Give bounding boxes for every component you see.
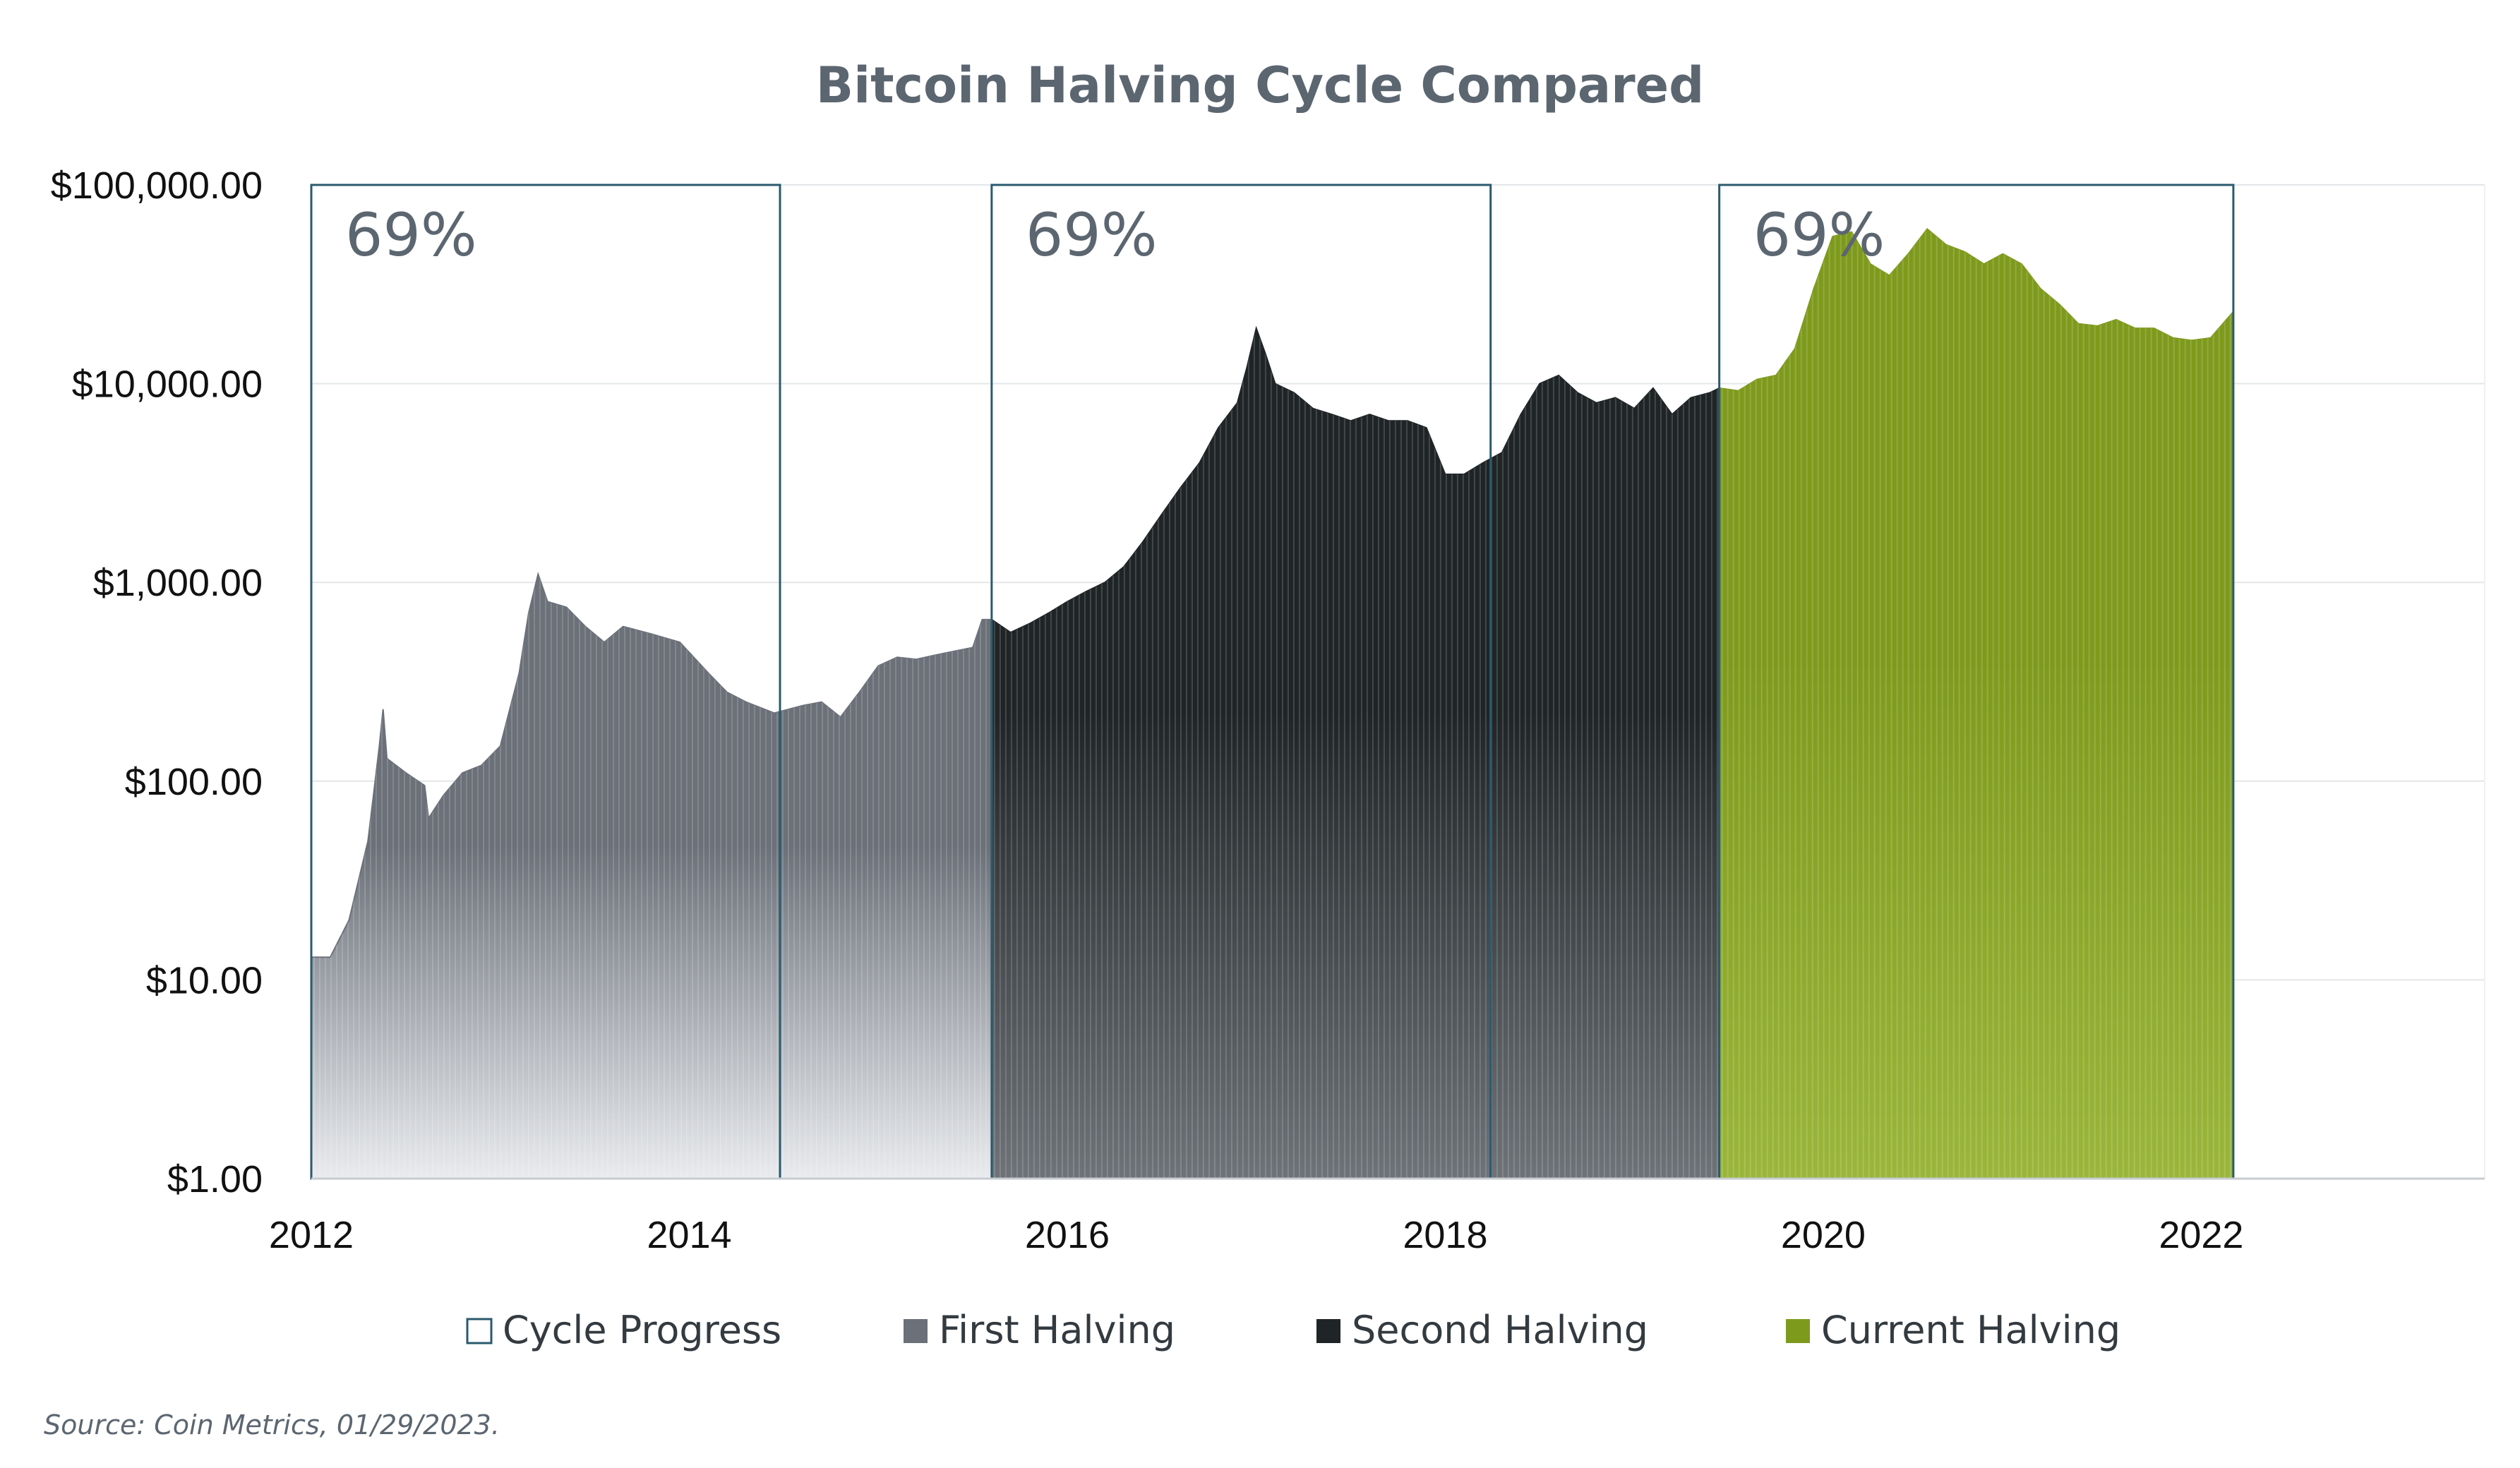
y-tick-label: $1,000.00 xyxy=(93,562,263,604)
y-tick-label: $10.00 xyxy=(146,959,263,1001)
axes: $1.00 $10.00 $100.00 $1,000.00 $10,000.00 $10… xyxy=(51,164,2485,1256)
cycle-progress-label: 69% xyxy=(1753,200,1885,270)
x-tick-label: 2016 xyxy=(1025,1214,1110,1256)
cycle-progress-label: 69% xyxy=(345,200,477,270)
y-tick-label: $1.00 xyxy=(167,1158,263,1201)
legend-label: First Halving xyxy=(939,1308,1175,1352)
x-tick-label: 2022 xyxy=(2159,1214,2243,1256)
legend-swatch xyxy=(904,1319,928,1343)
legend: Cycle Progress First Halving Second Halvin… xyxy=(466,1308,2120,1352)
x-tick-label: 2012 xyxy=(269,1214,354,1256)
x-tick-label: 2018 xyxy=(1403,1214,1487,1256)
legend-swatch xyxy=(1316,1319,1340,1343)
area-texture xyxy=(1721,229,2231,1179)
cycle-progress-boxes: 69% 69% 69% xyxy=(310,184,2235,1180)
cycle-progress-label: 69% xyxy=(1026,200,1158,270)
x-tick-label: 2014 xyxy=(647,1214,731,1256)
chart-title: Bitcoin Halving Cycle Compared xyxy=(816,56,1705,114)
x-tick-label: 2020 xyxy=(1781,1214,1866,1256)
y-tick-label: $10,000.00 xyxy=(72,363,263,406)
y-tick-label: $100.00 xyxy=(125,761,263,803)
legend-label: Current Halving xyxy=(1821,1308,2120,1352)
area-texture xyxy=(993,328,1718,1179)
legend-swatch xyxy=(466,1318,493,1344)
legend-swatch xyxy=(1786,1319,1810,1343)
area-first-halving xyxy=(311,571,992,1179)
source-note: Source: Coin Metrics, 01/29/2023. xyxy=(44,1409,500,1440)
y-tick-label: $100,000.00 xyxy=(51,164,263,207)
legend-label: Second Halving xyxy=(1352,1308,1648,1352)
area-current-halving xyxy=(1718,228,2234,1179)
series-areas xyxy=(311,228,2234,1179)
legend-label: Cycle Progress xyxy=(503,1308,781,1352)
area-second-halving xyxy=(990,325,1720,1179)
